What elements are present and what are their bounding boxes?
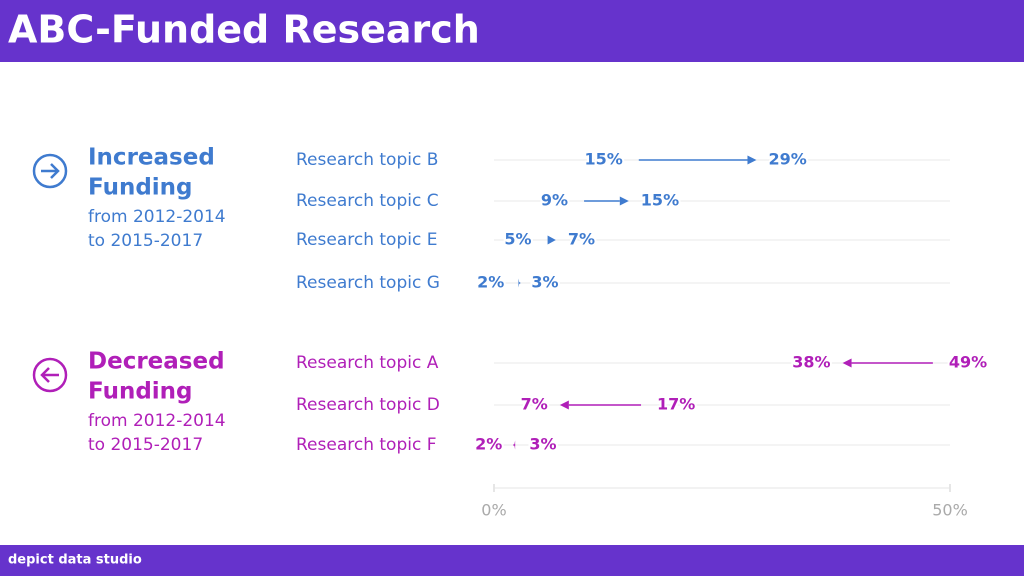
group-label: Decreased — [88, 349, 225, 375]
end-label: 29% — [768, 150, 806, 169]
start-label: 9% — [541, 191, 568, 210]
end-label: 3% — [531, 273, 558, 292]
category-label: Research topic C — [296, 191, 439, 211]
end-label: 38% — [792, 353, 830, 372]
category-label: Research topic B — [296, 150, 438, 170]
arrow-head — [547, 235, 556, 245]
group-sublabel: to 2015-2017 — [88, 231, 203, 251]
slide-title: ABC-Funded Research — [8, 8, 480, 52]
header-band — [0, 0, 1024, 62]
start-label: 49% — [949, 353, 987, 372]
category-label: Research topic G — [296, 273, 440, 293]
arrow-head — [559, 400, 569, 410]
group-label: Increased — [88, 145, 215, 171]
group-sublabel: to 2015-2017 — [88, 435, 203, 455]
end-label: 2% — [475, 435, 502, 454]
category-label: Research topic D — [296, 395, 440, 415]
icon-decrease — [32, 357, 68, 393]
end-label: 7% — [521, 395, 548, 414]
group-label: Funding — [88, 379, 193, 405]
arrow-head — [514, 440, 516, 450]
start-label: 15% — [585, 150, 623, 169]
x-tick-label: 0% — [481, 501, 506, 520]
footer-band — [0, 545, 1024, 576]
category-label: Research topic F — [296, 435, 437, 455]
start-label: 3% — [529, 435, 556, 454]
start-label: 5% — [504, 230, 531, 249]
start-label: 17% — [657, 395, 695, 414]
group-label: Funding — [88, 175, 193, 201]
category-label: Research topic E — [296, 230, 437, 250]
icon-increase — [32, 153, 68, 189]
group-sublabel: from 2012-2014 — [88, 207, 226, 227]
arrow-head — [619, 196, 629, 206]
arrow-head — [518, 278, 520, 288]
category-label: Research topic A — [296, 353, 439, 373]
x-tick-label: 50% — [932, 501, 968, 520]
footer-credit: depict data studio — [8, 553, 142, 568]
arrow-head — [747, 155, 757, 165]
arrow-head — [842, 358, 852, 368]
start-label: 2% — [477, 273, 504, 292]
end-label: 15% — [641, 191, 679, 210]
group-sublabel: from 2012-2014 — [88, 411, 226, 431]
end-label: 7% — [568, 230, 595, 249]
